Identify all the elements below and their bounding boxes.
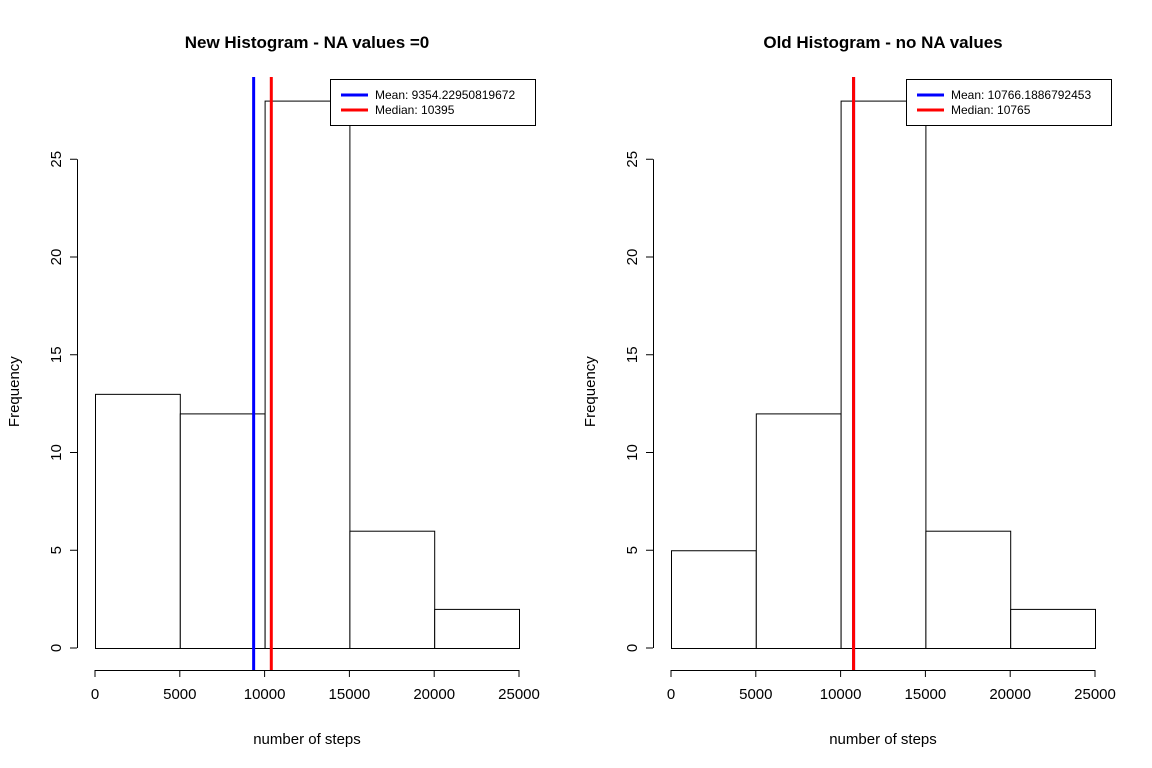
y-axis-label: Frequency (6, 356, 23, 427)
x-tick-label: 15000 (329, 686, 371, 703)
chart-title: New Histogram - NA values =0 (185, 33, 430, 52)
legend-label: Mean: 10766.1886792453 (951, 88, 1091, 102)
x-tick-label: 10000 (820, 686, 862, 703)
legend-label: Median: 10765 (951, 103, 1031, 117)
histogram-bar (671, 550, 757, 649)
x-tick-label: 20000 (989, 686, 1031, 703)
y-tick-label: 5 (48, 546, 65, 554)
histogram-bar (349, 530, 436, 650)
x-axis-label: number of steps (829, 731, 937, 748)
histogram-bar (840, 100, 927, 650)
y-tick-label: 20 (48, 249, 65, 266)
legend-box (330, 79, 536, 126)
y-tick-label: 5 (624, 546, 641, 554)
x-axis-label: number of steps (253, 731, 361, 748)
legend-label: Median: 10395 (375, 103, 455, 117)
x-tick-label: 20000 (413, 686, 455, 703)
histogram-bar (925, 530, 1012, 650)
y-tick-label: 25 (48, 151, 65, 168)
histogram-bar (1010, 608, 1097, 650)
histogram-bar (179, 413, 266, 649)
histogram-bar (95, 393, 181, 649)
histogram-panel-2: Old Histogram - no NA values 0 5000 10000 15… (582, 33, 1116, 748)
x-tick-label: 5000 (163, 686, 196, 703)
y-tick-label: 25 (624, 151, 641, 168)
y-axis-label: Frequency (582, 356, 599, 427)
x-tick-label: 25000 (1074, 686, 1116, 703)
histogram-bar (264, 100, 351, 650)
y-tick-label: 15 (48, 346, 65, 363)
y-tick-label: 0 (624, 644, 641, 652)
x-tick-label: 5000 (739, 686, 772, 703)
histogram-bar (434, 608, 521, 650)
histogram-bar (755, 413, 842, 649)
y-tick-label: 15 (624, 346, 641, 363)
x-tick-label: 25000 (498, 686, 540, 703)
legend-box (906, 79, 1112, 126)
y-tick-label: 0 (48, 644, 65, 652)
chart-title: Old Histogram - no NA values (763, 33, 1002, 52)
x-tick-label: 15000 (905, 686, 947, 703)
histogram-panel-1: New Histogram - NA values =0 0 5000 10000 15… (6, 33, 540, 748)
x-tick-label: 0 (91, 686, 99, 703)
x-tick-label: 10000 (244, 686, 286, 703)
legend-label: Mean: 9354.22950819672 (375, 88, 515, 102)
y-tick-label: 10 (624, 444, 641, 461)
y-tick-label: 20 (624, 249, 641, 266)
y-tick-label: 10 (48, 444, 65, 461)
x-tick-label: 0 (667, 686, 675, 703)
